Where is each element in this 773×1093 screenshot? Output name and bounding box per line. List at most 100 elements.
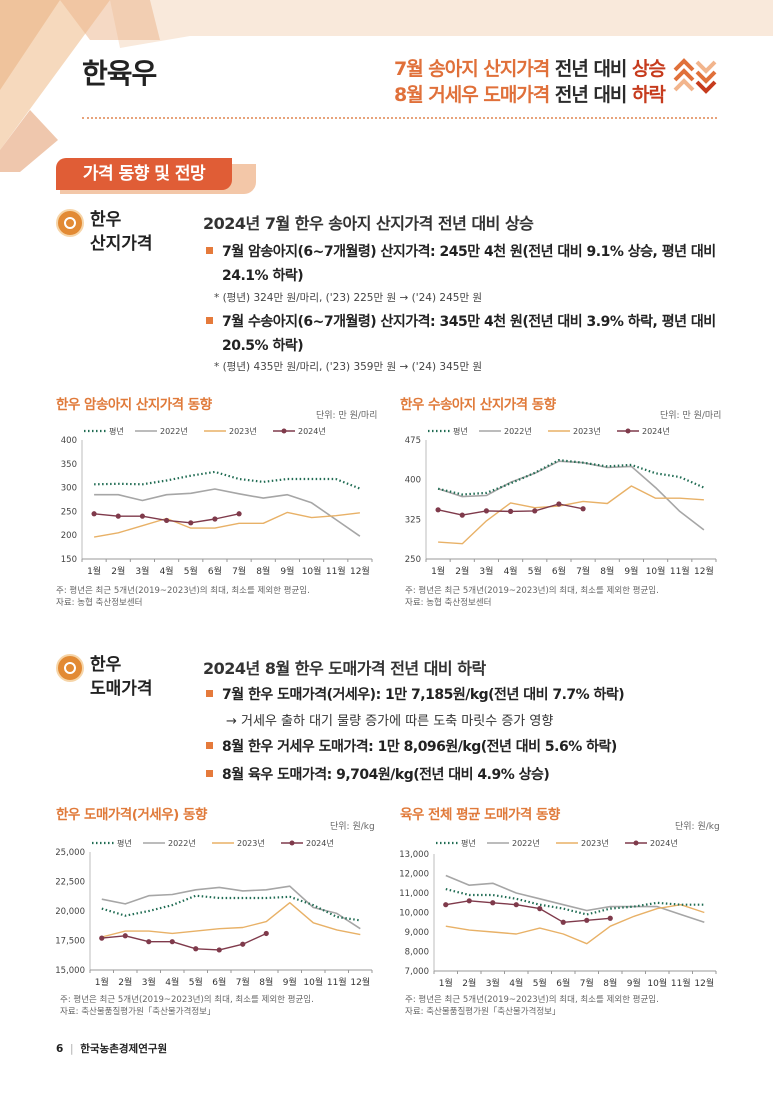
chart-female-calf-price: 평년 2022년 2023년 2024년 400 350 300 250 200 150 1월 2월 3… [61,426,373,577]
y-tick-label: 400 [61,436,77,446]
series-line-2023 [438,485,704,545]
x-tick-label: 7월 [232,565,246,577]
y-tick-label: 475 [405,436,421,446]
series-line-2022 [437,460,705,531]
note-female-calf: * (평년) 324만 원/마리, ('23) 225만 원 → ('24) 2… [214,292,483,304]
x-tick-label: 9월 [627,977,641,989]
x-tick-label: 11월 [670,565,690,577]
series-line-2023 [445,903,705,945]
x-tick-label: 5월 [533,977,547,989]
data-point [483,508,490,514]
arrow-note: → 거세우 출하 대기 물량 증가에 따른 도축 마릿수 증가 영향 [226,714,554,729]
data-point [560,919,566,925]
data-point [139,513,146,519]
data-point [556,501,562,507]
data-point [513,902,519,908]
y-tick-label: 9,000 [405,928,429,938]
x-tick-label: 3월 [479,565,493,577]
x-tick-label: 2월 [462,977,476,989]
data-point [236,511,242,517]
legend-label: 2022년 [504,426,532,436]
x-tick-label: 11월 [326,565,346,577]
x-tick-label: 1월 [87,565,101,577]
chart-unit: 단위: 원/kg [675,822,720,832]
x-tick-label: 5월 [189,976,203,988]
data-point [193,946,199,952]
x-tick-label: 4월 [160,565,174,577]
chart-beef-cattle-wholesale-price: 평년 2022년 2023년 2024년 13,000 12,000 11,000 10,00… [400,838,717,989]
note-male-calf: * (평년) 435만 원/마리, ('23) 359만 원 → ('24) 3… [214,361,483,373]
chart-hanwoo-wholesale-price: 평년 2022년 2023년 2024년 25,000 22,500 20,000 17,50… [56,838,373,988]
y-tick-label: 12,000 [400,870,429,880]
x-tick-label: 10월 [647,977,667,989]
x-tick-label: 10월 [646,565,666,577]
x-tick-label: 6월 [212,976,226,988]
x-tick-label: 12월 [694,565,714,577]
legend-label: 2022년 [160,426,188,436]
data-point [607,915,613,921]
y-tick-label: 15,000 [56,966,85,976]
legend-label: 2024년 [642,426,670,436]
x-tick-label: 6월 [208,565,222,577]
series-line-2023 [93,511,360,538]
x-tick-label: 6월 [556,977,570,989]
headline-wholesale-price: 8월 거세우 도매가격 전년 대비 하락 [393,84,666,106]
corner-decoration [0,0,773,172]
x-tick-label: 9월 [283,976,297,988]
x-tick-label: 3월 [135,565,149,577]
data-point [169,939,175,945]
chart-unit: 단위: 만 원/마리 [660,411,722,421]
up-down-chevron-icon [673,58,717,94]
data-point [91,511,97,517]
y-tick-label: 8,000 [405,948,429,958]
x-tick-label: 8월 [603,977,617,989]
section-subtitle: 2024년 8월 한우 도매가격 전년 대비 하락 [203,659,486,678]
x-tick-label: 7월 [580,977,594,989]
y-tick-label: 200 [61,531,77,541]
series-line-avg [437,458,705,496]
bullet-beef-cattle-wholesale: 8월 육우 도매가격: 9,704원/kg(전년 대비 4.9% 상승) [206,763,726,787]
y-tick-label: 11,000 [400,889,429,899]
cattle-icon [56,654,84,682]
series-line-avg [94,470,361,490]
data-point [99,935,105,941]
footer: 6 | 한국농촌경제연구원 [56,1043,168,1055]
chart-title: 한우 암송아지 산지가격 동향 [56,397,212,413]
x-tick-label: 2월 [455,565,469,577]
header-divider [82,117,717,119]
calf-icon [56,209,84,237]
data-point [466,898,472,904]
data-point [537,906,543,912]
x-tick-label: 1월 [95,976,109,988]
x-tick-label: 10월 [303,976,323,988]
data-point [115,513,121,519]
legend-label: 2024년 [298,426,326,436]
y-tick-label: 7,000 [405,967,429,977]
series-line-avg [101,894,361,922]
y-tick-label: 10,000 [400,909,429,919]
data-point [263,930,269,937]
x-tick-label: 2월 [111,565,125,577]
series-line-2023 [101,901,361,938]
bullet-square-icon [206,317,213,324]
chart-unit: 단위: 만 원/마리 [316,411,378,421]
legend-label: 2024년 [306,838,334,848]
chart-title: 육우 전체 평균 도매가격 동향 [400,807,560,823]
x-tick-label: 8월 [600,565,614,577]
data-point [459,512,465,518]
data-point [435,507,441,513]
series-line-2022 [94,488,361,537]
x-tick-label: 6월 [552,565,566,577]
data-point [240,941,246,947]
x-tick-label: 11월 [671,977,691,989]
legend-marker [633,840,639,846]
y-tick-label: 250 [61,507,77,517]
x-tick-label: 5월 [184,565,198,577]
x-tick-label: 3월 [486,977,500,989]
legend-label: 2023년 [581,838,609,848]
section-label: 한우 도매가격 [90,655,153,699]
x-tick-label: 12월 [694,977,714,989]
y-tick-label: 13,000 [400,850,429,860]
legend-label: 2022년 [512,838,540,848]
x-tick-label: 9월 [624,565,638,577]
